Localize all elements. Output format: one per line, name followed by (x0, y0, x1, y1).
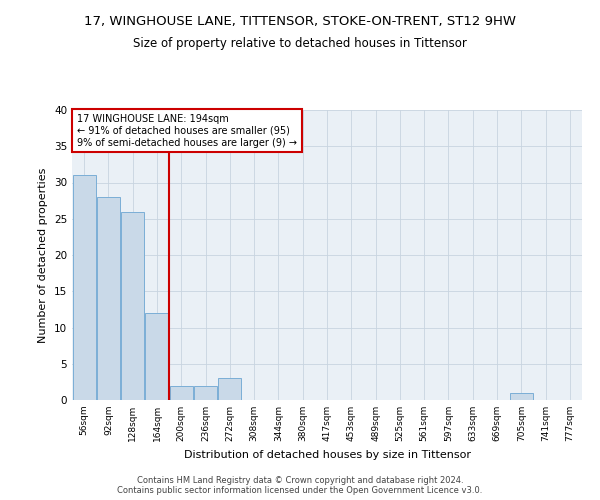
Bar (121, 212, 144, 400)
Text: Size of property relative to detached houses in Tittensor: Size of property relative to detached ho… (133, 38, 467, 51)
Text: 17, WINGHOUSE LANE, TITTENSOR, STOKE-ON-TRENT, ST12 9HW: 17, WINGHOUSE LANE, TITTENSOR, STOKE-ON-… (84, 15, 516, 28)
X-axis label: Distribution of detached houses by size in Tittensor: Distribution of detached houses by size … (184, 450, 470, 460)
Bar (194, 386, 217, 400)
Bar (97, 197, 120, 400)
Y-axis label: Number of detached properties: Number of detached properties (38, 168, 49, 342)
Bar (170, 386, 193, 400)
Text: Contains HM Land Registry data © Crown copyright and database right 2024.
Contai: Contains HM Land Registry data © Crown c… (118, 476, 482, 495)
Bar (510, 393, 533, 400)
Bar (218, 378, 241, 400)
Bar (73, 176, 95, 400)
Bar (145, 313, 169, 400)
Text: 17 WINGHOUSE LANE: 194sqm
← 91% of detached houses are smaller (95)
9% of semi-d: 17 WINGHOUSE LANE: 194sqm ← 91% of detac… (77, 114, 297, 148)
